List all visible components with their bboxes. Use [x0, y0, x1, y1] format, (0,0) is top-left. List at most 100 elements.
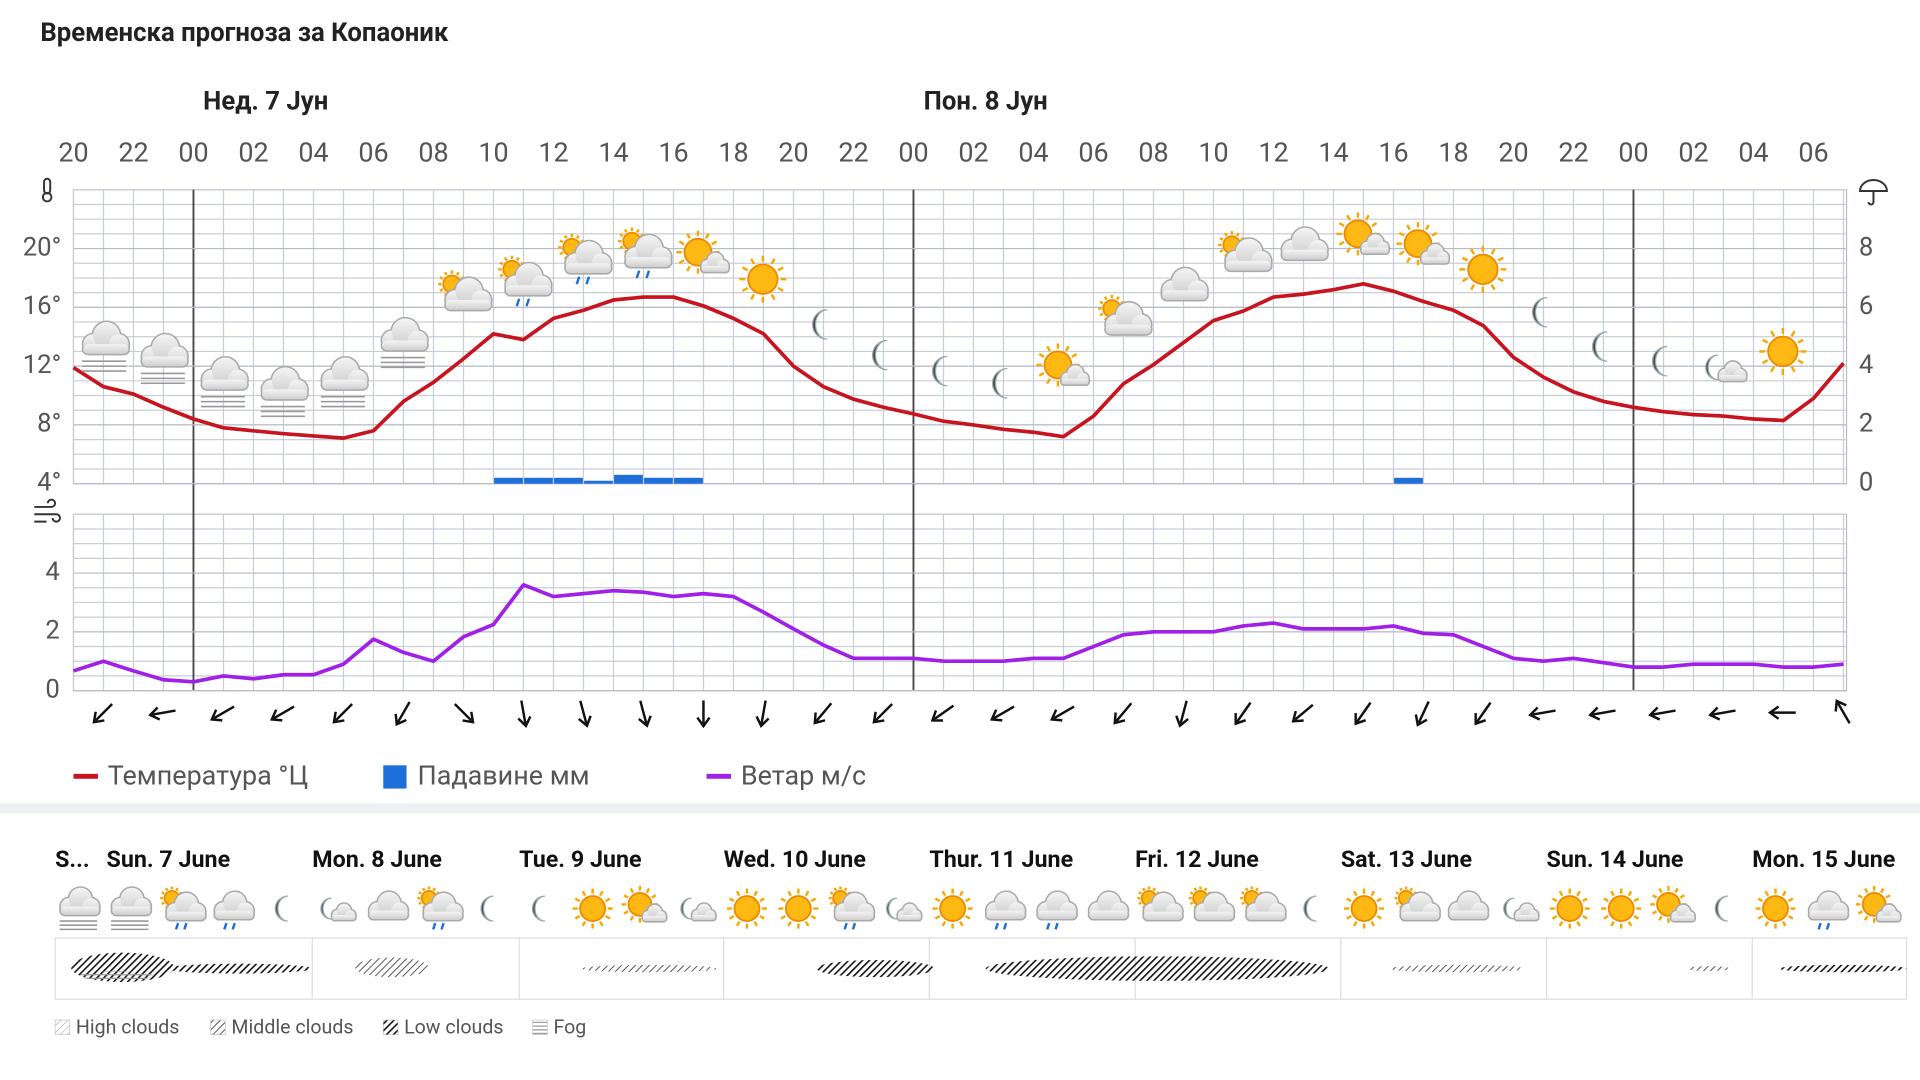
arrow-shaft — [1836, 702, 1851, 724]
sun-ray — [1338, 240, 1345, 246]
cloud-body — [986, 910, 1025, 919]
sun-ray — [1346, 915, 1352, 920]
wind-arrow — [989, 705, 1015, 722]
strip-legend-swatch — [210, 1019, 226, 1035]
wind-arrow — [1528, 706, 1556, 721]
sun-ray — [735, 920, 741, 927]
weather-icon — [1549, 888, 1590, 929]
sun-ray — [623, 910, 629, 915]
legend-label: Падавине мм — [418, 760, 590, 792]
arrow-head — [755, 715, 770, 728]
sun-ray — [1138, 901, 1143, 906]
cloud-body — [1089, 910, 1128, 919]
wind-arrow — [394, 701, 411, 727]
sun-ray — [1142, 887, 1146, 892]
rain-drop — [851, 922, 857, 930]
weather-icon — [1137, 886, 1184, 922]
bar — [1394, 477, 1423, 484]
weather-icon — [531, 895, 546, 922]
sun-ray — [1346, 897, 1352, 903]
y-tick-label: 4° — [37, 467, 61, 497]
cloud-body — [625, 257, 672, 267]
sun-ray — [770, 293, 776, 301]
arrow-head — [332, 711, 345, 724]
sun-disc — [733, 895, 761, 922]
sun-ray — [704, 232, 710, 239]
x-tick-label: 14 — [598, 136, 628, 168]
wind-arrow — [1588, 706, 1616, 721]
sun-ray — [1797, 338, 1804, 344]
sun-ray — [1679, 894, 1685, 899]
legend-label: Температура °Ц — [108, 760, 308, 792]
sun-ray — [1099, 312, 1104, 317]
sun-ray — [804, 920, 810, 927]
sun-ray — [619, 233, 624, 238]
sun-ray — [1674, 887, 1679, 894]
x-tick-label: 04 — [1018, 136, 1048, 168]
arrow-shaft — [579, 700, 588, 724]
sun-ray — [959, 920, 964, 927]
sun-ray — [1764, 920, 1770, 927]
weather-icon — [480, 895, 494, 922]
strip-legend-label: Fog — [553, 1016, 586, 1039]
arrow-head — [1175, 715, 1189, 728]
arrow-head — [578, 715, 592, 728]
y2-tick-label: 6 — [1859, 291, 1873, 321]
sun-ray — [1761, 359, 1769, 365]
sun-ray — [729, 897, 735, 903]
cloud-body — [142, 356, 188, 367]
bar — [554, 477, 583, 484]
sun-ray — [1497, 277, 1504, 283]
x-tick-label: 16 — [658, 136, 688, 168]
sun-ray — [934, 897, 941, 903]
sun-ray — [1364, 214, 1370, 221]
arrow-shaft — [1417, 701, 1430, 724]
x-tick-label: 00 — [1618, 136, 1648, 168]
sun-ray — [651, 894, 657, 899]
sun-ray — [787, 890, 792, 897]
x-tick-label: 02 — [238, 136, 268, 168]
wind-arrow — [1234, 701, 1252, 726]
wind-icon — [34, 498, 61, 523]
cloud-body — [505, 285, 552, 296]
weather-icon — [1188, 886, 1236, 922]
sun-ray — [1652, 894, 1658, 899]
wind-arrow — [872, 703, 893, 724]
cloud-layer — [165, 963, 313, 974]
sun-ray — [1857, 910, 1863, 915]
sun-ray — [843, 887, 848, 892]
legend-label: Ветар м/с — [741, 760, 866, 792]
weather-icon — [1652, 345, 1668, 377]
sun-ray — [559, 239, 564, 244]
weather-icon — [1601, 888, 1642, 929]
x-tick-label: 22 — [1558, 136, 1588, 168]
x-tick-label: 20 — [58, 136, 88, 168]
moon — [1592, 331, 1608, 362]
moon — [480, 895, 494, 922]
arrow-shaft — [94, 703, 113, 722]
sun-ray — [443, 271, 448, 276]
legend-swatch — [383, 765, 407, 789]
weather-icon — [558, 233, 613, 285]
sun-ray — [1103, 296, 1108, 301]
moon — [1532, 296, 1548, 328]
weather-icon — [1240, 886, 1287, 922]
sun-ray — [750, 258, 756, 265]
weather-icon — [213, 890, 256, 930]
grid — [72, 189, 1848, 692]
weather-icon — [81, 320, 131, 372]
x-tick-label: 02 — [958, 136, 988, 168]
sun-ray — [1398, 250, 1405, 256]
sun-ray — [1461, 256, 1469, 262]
weather-icon — [110, 886, 153, 931]
wind-arrow — [453, 703, 475, 724]
wind-arrow — [1113, 702, 1133, 725]
weather-icon — [1396, 222, 1451, 266]
x-tick-label: 22 — [118, 136, 148, 168]
arrow-head — [1414, 714, 1428, 727]
wind-arrow — [1648, 706, 1676, 721]
strip-day: Sat. 13 June — [1341, 845, 1472, 873]
wind-arrow — [813, 702, 833, 725]
sun-ray — [1790, 330, 1796, 337]
strip-day: Sun. 14 June — [1547, 845, 1684, 873]
